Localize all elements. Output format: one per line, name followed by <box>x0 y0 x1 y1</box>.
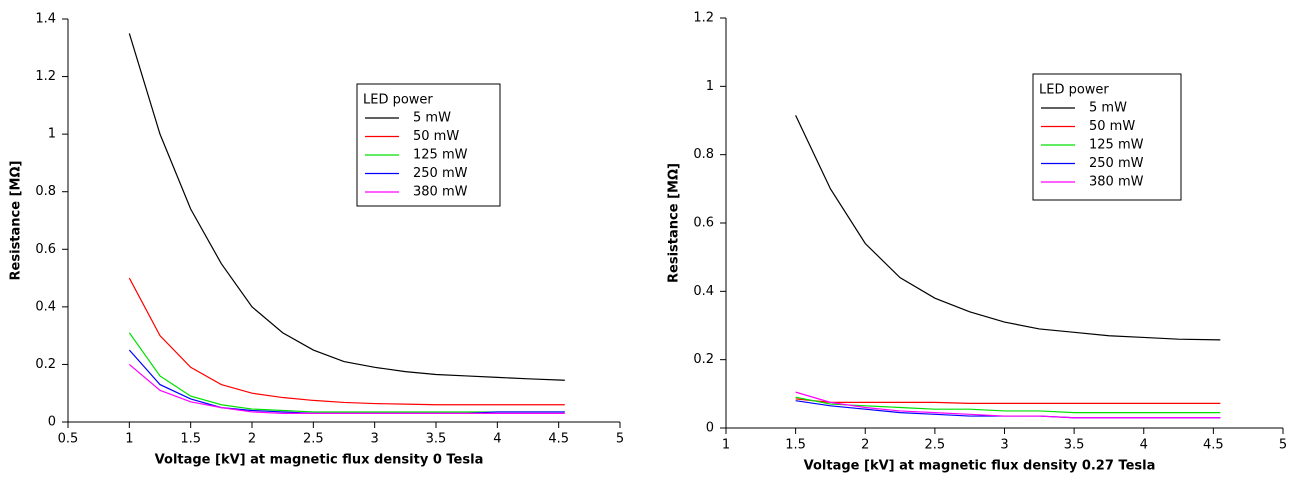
series-line <box>128 363 565 414</box>
y-tick-label: 0.2 <box>35 357 56 372</box>
legend-label: 50 mW <box>413 129 459 144</box>
y-axis-label: Resistance [MΩ] <box>9 161 24 281</box>
legend-title: LED power <box>363 93 433 108</box>
legend-label: 125 mW <box>1089 138 1144 153</box>
x-tick-label: 3.5 <box>1064 438 1085 453</box>
y-tick-label: 1.2 <box>693 11 714 26</box>
legend-label: 50 mW <box>1089 119 1135 134</box>
y-tick-label: 0 <box>706 421 714 436</box>
y-tick-label: 0.6 <box>693 216 714 231</box>
legend-label: 250 mW <box>413 166 468 181</box>
x-axis-label: Voltage [kV] at magnetic flux density 0 … <box>155 453 484 468</box>
chart: 0 0.2 0.4 0.6 0.8 1 1.2 1.4 0.5 1 1.5 2 2.5 3 3.5 4 4.5 5… <box>9 12 625 468</box>
legend-label: 125 mW <box>413 148 468 163</box>
x-tick-label: 4.5 <box>548 432 569 447</box>
legend-box <box>1032 73 1182 201</box>
x-tick-label: 5 <box>1279 438 1287 453</box>
x-axis-label: Voltage [kV] at magnetic flux density 0.… <box>804 459 1156 474</box>
x-tick-label: 3 <box>371 432 379 447</box>
y-tick-label: 1 <box>48 127 56 142</box>
y-tick-label: 0 <box>48 415 56 430</box>
y-tick-label: 0.6 <box>35 242 56 257</box>
series-line <box>795 115 1221 341</box>
x-tick-label: 5 <box>616 432 624 447</box>
series-line <box>128 277 565 406</box>
series-line <box>128 349 565 414</box>
legend-label: 250 mW <box>1089 156 1144 171</box>
series-line <box>795 391 1221 419</box>
y-tick-label: 0.4 <box>35 299 56 314</box>
y-tick-label: 0.2 <box>693 352 714 367</box>
x-tick-label: 1 <box>722 438 730 453</box>
series-line <box>795 398 1221 404</box>
x-tick-label: 2 <box>861 438 869 453</box>
series-line <box>128 33 565 381</box>
x-tick-label: 2.5 <box>925 438 946 453</box>
chart: 0 0.2 0.4 0.6 0.8 1 1.2 1 1.5 2 2.5 3 3.5 4 4.5 5 Voltag… <box>667 11 1288 474</box>
x-tick-label: 3 <box>1000 438 1008 453</box>
x-tick-label: 4 <box>493 432 501 447</box>
y-tick-label: 1 <box>706 79 714 94</box>
x-tick-label: 1.5 <box>785 438 806 453</box>
x-tick-label: 4.5 <box>1203 438 1224 453</box>
legend-label: 5 mW <box>1089 101 1127 116</box>
y-tick-label: 0.8 <box>35 184 56 199</box>
x-tick-label: 0.5 <box>58 432 79 447</box>
legend-title: LED power <box>1039 83 1109 98</box>
x-tick-label: 1 <box>125 432 133 447</box>
series-line <box>795 396 1221 414</box>
y-tick-label: 0.4 <box>693 284 714 299</box>
x-tick-label: 1.5 <box>180 432 201 447</box>
y-tick-label: 1.4 <box>35 12 56 27</box>
y-tick-label: 1.2 <box>35 69 56 84</box>
x-tick-label: 4 <box>1140 438 1148 453</box>
x-tick-label: 3.5 <box>426 432 447 447</box>
legend-box <box>356 83 501 207</box>
x-tick-label: 2 <box>248 432 256 447</box>
legend-label: 380 mW <box>1089 175 1144 190</box>
y-axis-label: Resistance [MΩ] <box>667 163 682 283</box>
legend: LED power 5 mW 50 mW 125 mW 250 mW 380 mW <box>356 83 501 207</box>
x-tick-label: 2.5 <box>303 432 324 447</box>
legend-label: 5 mW <box>413 111 451 126</box>
legend: LED power 5 mW 50 mW 125 mW 250 mW 380 mW <box>1032 73 1182 201</box>
y-tick-label: 0.8 <box>693 147 714 162</box>
legend-label: 380 mW <box>413 185 468 200</box>
